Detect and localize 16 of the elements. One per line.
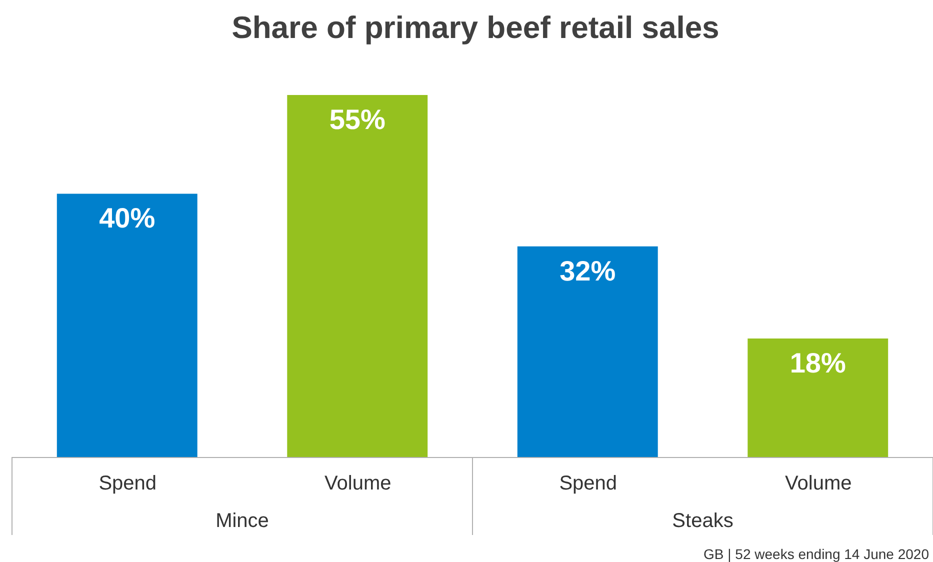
x-tick-label: Volume bbox=[785, 472, 852, 494]
data-label: 32% bbox=[560, 255, 616, 286]
text: GB | 52 weeks ending 14 June 2020 bbox=[704, 546, 930, 562]
x-tick-label: Volume bbox=[324, 472, 392, 494]
x-tick-label: Spend bbox=[98, 472, 157, 494]
text: Steaks bbox=[672, 510, 734, 532]
x-tick-label: Spend bbox=[559, 472, 618, 494]
data-label: 18% bbox=[790, 348, 846, 379]
text: Mince bbox=[216, 510, 269, 532]
bar bbox=[517, 246, 658, 457]
chart-title: Share of primary beef retail sales bbox=[232, 10, 720, 45]
bar bbox=[748, 338, 888, 457]
data-label: 55% bbox=[329, 104, 386, 135]
bar bbox=[56, 194, 198, 457]
bar bbox=[287, 95, 428, 457]
data-label: 40% bbox=[99, 202, 156, 234]
